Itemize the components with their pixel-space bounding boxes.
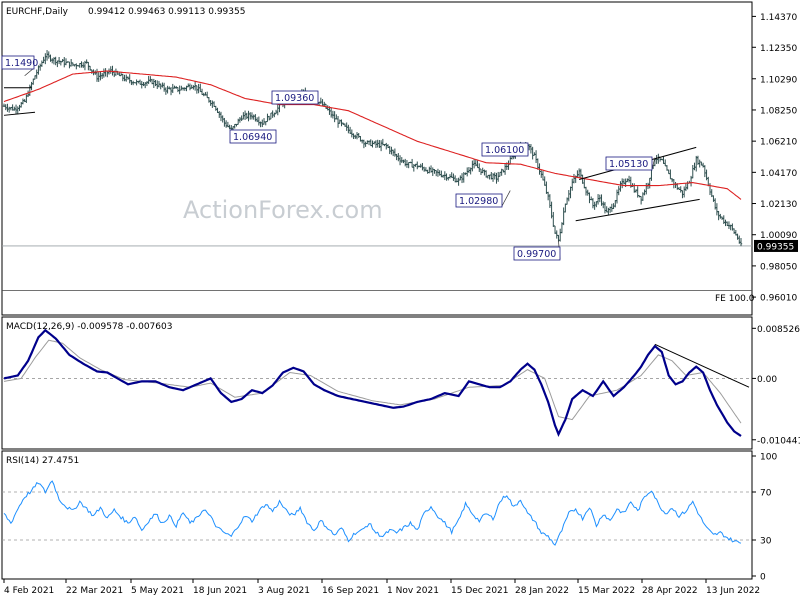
rsi-panel-frame xyxy=(1,450,753,580)
price-y-tick-label: 1.12350 xyxy=(760,44,797,54)
x-tick-label: 15 Dec 2021 xyxy=(451,586,509,596)
macd-line xyxy=(3,328,742,437)
price-y-tick-label: 1.10290 xyxy=(760,75,797,85)
x-tick-label: 28 Apr 2022 xyxy=(642,586,698,596)
price-annotation-box xyxy=(271,90,319,105)
macd-header: MACD(12,26,9) -0.009578 -0.007603 xyxy=(6,322,172,332)
price-y-tick-label: 1.14370 xyxy=(760,13,797,23)
rsi-y-tick-label: 30 xyxy=(760,537,772,547)
x-tick-label: 15 Mar 2022 xyxy=(578,586,635,596)
macd-y-tick-label: 0.00 xyxy=(757,375,777,385)
price-annotation: 0.99700 xyxy=(513,240,561,261)
rsi-header: RSI(14) 27.4751 xyxy=(6,456,79,466)
macd-y-tick-label: -0.010441 xyxy=(757,436,800,446)
fe-label: FE 100.0 xyxy=(715,294,755,304)
price-y-tick-label: 1.00090 xyxy=(760,231,797,241)
macd-trendline xyxy=(654,343,750,388)
price-y-tick-label: 0.96010 xyxy=(760,294,797,304)
x-tick-label: 4 Feb 2021 xyxy=(4,586,54,596)
price-annotation: 1.05130 xyxy=(605,156,656,171)
last-price-tag xyxy=(754,239,798,252)
price-annotation-box xyxy=(481,142,529,157)
price-bar xyxy=(739,238,743,247)
price-header-symbol: EURCHF,Daily xyxy=(6,7,69,17)
price-annotation: 1.1490 xyxy=(1,55,38,76)
price-annotation-leader xyxy=(501,190,511,207)
price-annotation-box xyxy=(1,55,35,70)
x-tick-label: 16 Sep 2021 xyxy=(322,586,379,596)
x-tick-label: 22 Mar 2021 xyxy=(66,586,123,596)
price-annotation-box xyxy=(455,193,503,208)
x-tick-label: 5 May 2021 xyxy=(131,586,184,596)
trendline xyxy=(3,111,36,116)
price-annotation-box xyxy=(605,156,653,171)
price-annotation-label: 1.06100 xyxy=(485,145,524,156)
x-tick-label: 13 Jun 2022 xyxy=(706,586,760,596)
price-annotation-box xyxy=(229,129,277,144)
price-annotation: 1.09360 xyxy=(271,90,319,105)
price-y-tick-label: 1.08250 xyxy=(760,106,797,116)
price-y-tick-label: 1.06210 xyxy=(760,138,797,148)
moving-average-line xyxy=(3,70,742,200)
trendline xyxy=(575,198,700,222)
price-annotation: 1.02980 xyxy=(455,190,511,208)
price-annotation-label: 1.09360 xyxy=(275,93,314,104)
price-annotation: 1.06100 xyxy=(481,142,529,157)
last-price-tag-label: 0.99355 xyxy=(757,242,794,252)
price-header-ohlc: 0.99412 0.99463 0.99113 0.99355 xyxy=(88,7,245,17)
price-annotation-label: 1.06940 xyxy=(233,132,272,143)
rsi-y-tick-label: 100 xyxy=(760,453,777,463)
price-y-tick-label: 1.02130 xyxy=(760,200,797,210)
price-annotation: 1.06940 xyxy=(229,129,277,144)
price-annotation-box xyxy=(513,246,561,261)
price-annotation-label: 1.02980 xyxy=(459,196,498,207)
price-annotation-label: 1.05130 xyxy=(609,159,648,170)
macd-y-tick-label: 0.008526 xyxy=(757,325,800,335)
rsi-y-tick-label: 0 xyxy=(760,573,766,583)
rsi-y-tick-label: 70 xyxy=(760,489,772,499)
price-y-tick-label: 1.04170 xyxy=(760,169,797,179)
x-tick-label: 1 Nov 2021 xyxy=(387,586,439,596)
price-annotation-leader xyxy=(651,157,656,170)
rsi-line xyxy=(3,480,742,546)
x-tick-label: 28 Jan 2022 xyxy=(515,586,569,596)
x-tick-label: 3 Aug 2021 xyxy=(258,586,310,596)
watermark: ActionForex.com xyxy=(183,196,383,224)
price-y-tick-label: 0.98050 xyxy=(760,262,797,272)
macd-panel-frame xyxy=(1,316,753,450)
macd-signal-line xyxy=(3,339,742,424)
price-annotation-label: 1.1490 xyxy=(5,58,38,69)
price-annotation-label: 0.99700 xyxy=(517,249,556,260)
x-tick-label: 18 Jun 2021 xyxy=(193,586,247,596)
